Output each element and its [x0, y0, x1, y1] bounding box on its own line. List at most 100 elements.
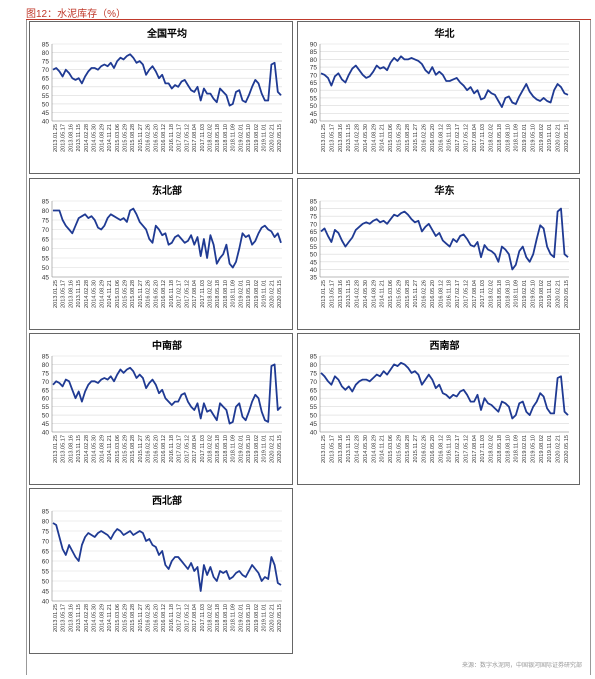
y-tick-label: 80: [42, 519, 50, 526]
x-tick-label: 2020.05.15: [277, 124, 283, 152]
y-tick-label: 60: [310, 88, 318, 95]
x-tick-label: 2015.05.29: [123, 124, 129, 152]
panel-east: 华东 35 40 45 50 55 60 65 70 75 80 85 2013.01.25 2013.0…: [297, 178, 580, 330]
x-tick-label: 2017.02.17: [455, 435, 461, 463]
x-tick-label: 2018.05.18: [497, 435, 503, 463]
series-line: [320, 55, 569, 108]
x-tick-label: 2017.02.17: [455, 280, 461, 308]
x-tick-label: 2018.05.18: [215, 280, 221, 308]
x-tick-label: 2018.11.09: [231, 124, 237, 152]
x-tick-label: 2015.11.27: [138, 435, 144, 463]
x-tick-label: 2013.08.16: [68, 435, 74, 463]
y-tick-label: 55: [310, 404, 318, 411]
x-tick-label: 2017.11.03: [200, 604, 206, 632]
x-tick-label: 2017.05.12: [184, 280, 190, 308]
x-tick-label: 2014.05.30: [363, 124, 369, 152]
x-tick-label: 2016.11.18: [169, 124, 175, 152]
x-tick-label: 2020.02.21: [269, 280, 275, 308]
x-tick-label: 2013.05.17: [61, 124, 67, 152]
x-tick-label: 2016.02.26: [146, 124, 152, 152]
x-tick-label: 2016.08.12: [161, 604, 167, 632]
chart-title: 中南部: [152, 339, 182, 352]
y-tick-label: 45: [42, 589, 50, 596]
x-tick-label: 2014.08.29: [371, 280, 377, 308]
y-tick-label: 50: [310, 413, 318, 420]
y-tick-label: 75: [42, 59, 50, 66]
x-tick-label: 2020.05.15: [277, 435, 283, 463]
x-tick-label: 2016.08.12: [438, 280, 444, 308]
x-tick-label: 2019.05.10: [246, 124, 252, 152]
x-tick-label: 2016.08.12: [161, 435, 167, 463]
x-tick-label: 2013.05.17: [61, 435, 67, 463]
x-tick-label: 2016.02.26: [146, 604, 152, 632]
x-tick-label: 2018.11.09: [514, 124, 520, 152]
series-line: [52, 53, 282, 107]
y-tick-label: 50: [42, 413, 50, 420]
y-tick-label: 85: [42, 509, 50, 516]
x-tick-label: 2019.11.01: [547, 124, 553, 152]
y-tick-label: 45: [310, 421, 318, 428]
y-tick-label: 50: [42, 101, 50, 108]
series-line: [52, 363, 282, 425]
x-tick-label: 2014.02.28: [355, 280, 361, 308]
x-tick-label: 2020.05.15: [564, 280, 570, 308]
y-tick-label: 50: [42, 265, 50, 272]
y-tick-label: 40: [310, 119, 318, 126]
y-tick-label: 75: [42, 529, 50, 536]
x-tick-label: 2019.11.01: [547, 435, 553, 463]
x-tick-label: 2014.11.21: [380, 124, 386, 152]
y-tick-label: 75: [310, 214, 318, 221]
x-tick-label: 2020.02.21: [556, 124, 562, 152]
y-tick-label: 65: [42, 387, 50, 394]
x-tick-label: 2019.08.02: [539, 280, 545, 308]
x-tick-label: 2019.02.01: [238, 604, 244, 632]
x-tick-label: 2016.02.26: [146, 435, 152, 463]
x-tick-label: 2018.05.18: [497, 280, 503, 308]
y-tick-label: 70: [42, 227, 50, 234]
x-tick-label: 2015.05.29: [123, 604, 129, 632]
series-line: [52, 522, 282, 592]
x-tick-label: 2015.05.29: [396, 280, 402, 308]
x-tick-label: 2017.05.12: [184, 435, 190, 463]
y-tick-label: 45: [310, 111, 318, 118]
x-tick-label: 2014.11.21: [107, 435, 113, 463]
x-tick-label: 2015.03.06: [115, 604, 121, 632]
y-tick-label: 75: [310, 65, 318, 72]
x-tick-label: 2018.05.18: [497, 124, 503, 152]
x-tick-label: 2018.11.09: [231, 280, 237, 308]
x-tick-label: 2019.05.10: [246, 604, 252, 632]
x-tick-label: 2020.02.21: [269, 604, 275, 632]
x-tick-label: 2017.05.12: [184, 604, 190, 632]
panel-northwest: 西北部 40 45 50 55 60 65 70 75 80 85 2013.01.25 2013.05…: [29, 488, 293, 654]
y-tick-label: 80: [42, 208, 50, 215]
y-tick-label: 40: [42, 599, 50, 606]
x-tick-label: 2017.08.04: [192, 280, 198, 308]
x-tick-label: 2017.02.17: [177, 435, 183, 463]
x-tick-label: 2018.08.10: [223, 280, 229, 308]
y-tick-label: 55: [42, 569, 50, 576]
y-tick-label: 70: [42, 539, 50, 546]
chart-title: 全国平均: [146, 27, 187, 40]
x-tick-label: 2018.08.10: [223, 604, 229, 632]
x-tick-label: 2016.08.12: [438, 435, 444, 463]
chart-svg: 西北部 40 45 50 55 60 65 70 75 80 85 2013.01.25 2013.05…: [42, 494, 283, 632]
y-tick-label: 70: [42, 67, 50, 74]
x-tick-label: 2019.05.10: [530, 124, 536, 152]
x-tick-label: 2013.01.25: [53, 435, 59, 463]
x-tick-label: 2015.08.28: [405, 124, 411, 152]
y-tick-label: 60: [42, 396, 50, 403]
x-tick-label: 2016.11.18: [169, 280, 175, 308]
x-tick-label: 2016.11.18: [447, 280, 453, 308]
x-tick-label: 2017.02.17: [177, 280, 183, 308]
x-tick-label: 2014.02.28: [84, 124, 90, 152]
x-tick-label: 2018.02.02: [489, 280, 495, 308]
x-tick-label: 2013.08.16: [338, 124, 344, 152]
x-tick-label: 2019.11.01: [262, 124, 268, 152]
x-tick-label: 2013.05.17: [329, 280, 335, 308]
y-tick-label: 70: [310, 379, 318, 386]
source-note: 来源：数字水泥网，中国银河国际证券研究部: [461, 663, 582, 669]
y-tick-label: 80: [42, 362, 50, 369]
x-tick-label: 2013.08.16: [68, 280, 74, 308]
x-tick-label: 2014.11.21: [107, 604, 113, 632]
